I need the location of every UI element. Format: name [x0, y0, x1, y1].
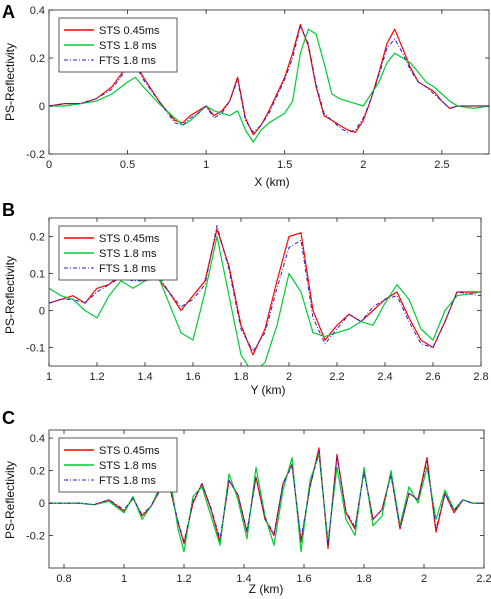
- x-tick-label: 0.5: [120, 159, 135, 171]
- legend-label: FTS 1.8 ms: [99, 55, 156, 67]
- y-tick-label: 0: [39, 306, 45, 318]
- y-tick-label: 0.4: [30, 5, 45, 17]
- series-line-2: [49, 28, 489, 143]
- y-tick-label: -0.2: [26, 531, 45, 543]
- plot-area: 0.8 1 1.2 1.4 1.6 1.8 2 2.2 -0.2 0 0.2 0.4 STS 0.45m…: [26, 429, 491, 585]
- x-axis-label: X (km): [254, 175, 289, 189]
- y-tick-label: -0.1: [26, 343, 45, 355]
- series-group: [49, 23, 489, 143]
- y-tick-label: 0.2: [30, 53, 45, 65]
- series-group: [49, 447, 484, 553]
- x-tick-label: 1: [46, 371, 52, 383]
- series-line-3: [49, 224, 481, 352]
- legend: STS 0.45ms STS 1.8 ms FTS 1.8 ms: [58, 437, 178, 493]
- series-line-1: [49, 447, 484, 550]
- x-tick-label: 1.6: [296, 573, 311, 585]
- y-tick-label: 0: [39, 498, 45, 510]
- x-tick-label: 2.6: [425, 371, 440, 383]
- y-tick-label: 0.2: [30, 466, 45, 478]
- legend-label: STS 1.8 ms: [99, 248, 157, 260]
- x-tick-label: 1.4: [137, 371, 152, 383]
- x-axis-label: Y (km): [250, 383, 285, 397]
- legend-label: STS 1.8 ms: [99, 40, 157, 52]
- panel-label: C: [2, 408, 15, 428]
- x-tick-label: 2.5: [434, 159, 449, 171]
- y-axis-label: PS-Reflectivity: [3, 461, 17, 539]
- plot-frame: [48, 217, 482, 367]
- x-tick-label: 2.2: [476, 573, 491, 585]
- y-axis-label: PS-Reflectivity: [3, 43, 17, 121]
- x-tick-label: 1.6: [185, 371, 200, 383]
- series-line-2: [49, 453, 484, 553]
- legend-label: STS 0.45ms: [99, 25, 160, 37]
- y-tick-label: -0.2: [26, 149, 45, 161]
- plot-area: 1 1.2 1.4 1.6 1.8 2 2.2 2.4 2.6 2.8 -0.1 0 0.1 0.2 STS…: [26, 217, 489, 383]
- x-tick-label: 0: [46, 159, 52, 171]
- panel-b: B 1 1.2 1.4 1.6 1.8 2 2.2 2.4 2.6 2.8 -0.1 0 0.1 0.2 S…: [2, 200, 489, 397]
- y-tick-label: 0.4: [30, 433, 45, 445]
- x-tick-label: 1.5: [277, 159, 292, 171]
- legend-label: STS 0.45ms: [99, 445, 160, 457]
- legend-label: FTS 1.8 ms: [99, 475, 156, 487]
- x-axis-label: Z (km): [249, 582, 284, 596]
- legend: STS 0.45ms STS 1.8 ms FTS 1.8 ms: [58, 17, 178, 73]
- x-tick-label: 1.8: [356, 573, 371, 585]
- x-tick-label: 1.8: [233, 371, 248, 383]
- legend-label: STS 1.8 ms: [99, 460, 157, 472]
- x-tick-label: 1.4: [236, 573, 251, 585]
- x-tick-label: 1: [121, 573, 127, 585]
- x-tick-label: 2.4: [377, 371, 392, 383]
- x-tick-label: 2.2: [329, 371, 344, 383]
- panel-label: B: [2, 200, 15, 220]
- series-line-1: [49, 23, 489, 136]
- y-tick-label: 0.2: [30, 232, 45, 244]
- y-axis-label: PS-Reflectivity: [3, 256, 17, 334]
- plot-frame: [48, 9, 490, 155]
- panel-c: C 0.8 1 1.2 1.4 1.6 1.8 2 2.2 -0.2 0 0.2 0.4 STS 0.4…: [2, 408, 491, 596]
- series-line-3: [49, 450, 484, 546]
- legend-label: STS 0.45ms: [99, 233, 160, 245]
- x-tick-label: 1.2: [176, 573, 191, 585]
- x-tick-label: 1.2: [89, 371, 104, 383]
- y-tick-label: 0: [39, 101, 45, 113]
- x-tick-label: 2: [286, 371, 292, 383]
- y-tick-label: 0.1: [30, 269, 45, 281]
- x-tick-label: 1: [203, 159, 209, 171]
- legend-label: FTS 1.8 ms: [99, 263, 156, 275]
- series-line-2: [49, 235, 481, 366]
- plot-frame: [48, 429, 485, 569]
- x-tick-label: 0.8: [56, 573, 71, 585]
- legend: STS 0.45ms STS 1.8 ms FTS 1.8 ms: [58, 225, 178, 281]
- panel-label: A: [2, 2, 15, 22]
- x-tick-label: 2: [360, 159, 366, 171]
- x-tick-label: 2: [421, 573, 427, 585]
- x-tick-label: 2.8: [473, 371, 488, 383]
